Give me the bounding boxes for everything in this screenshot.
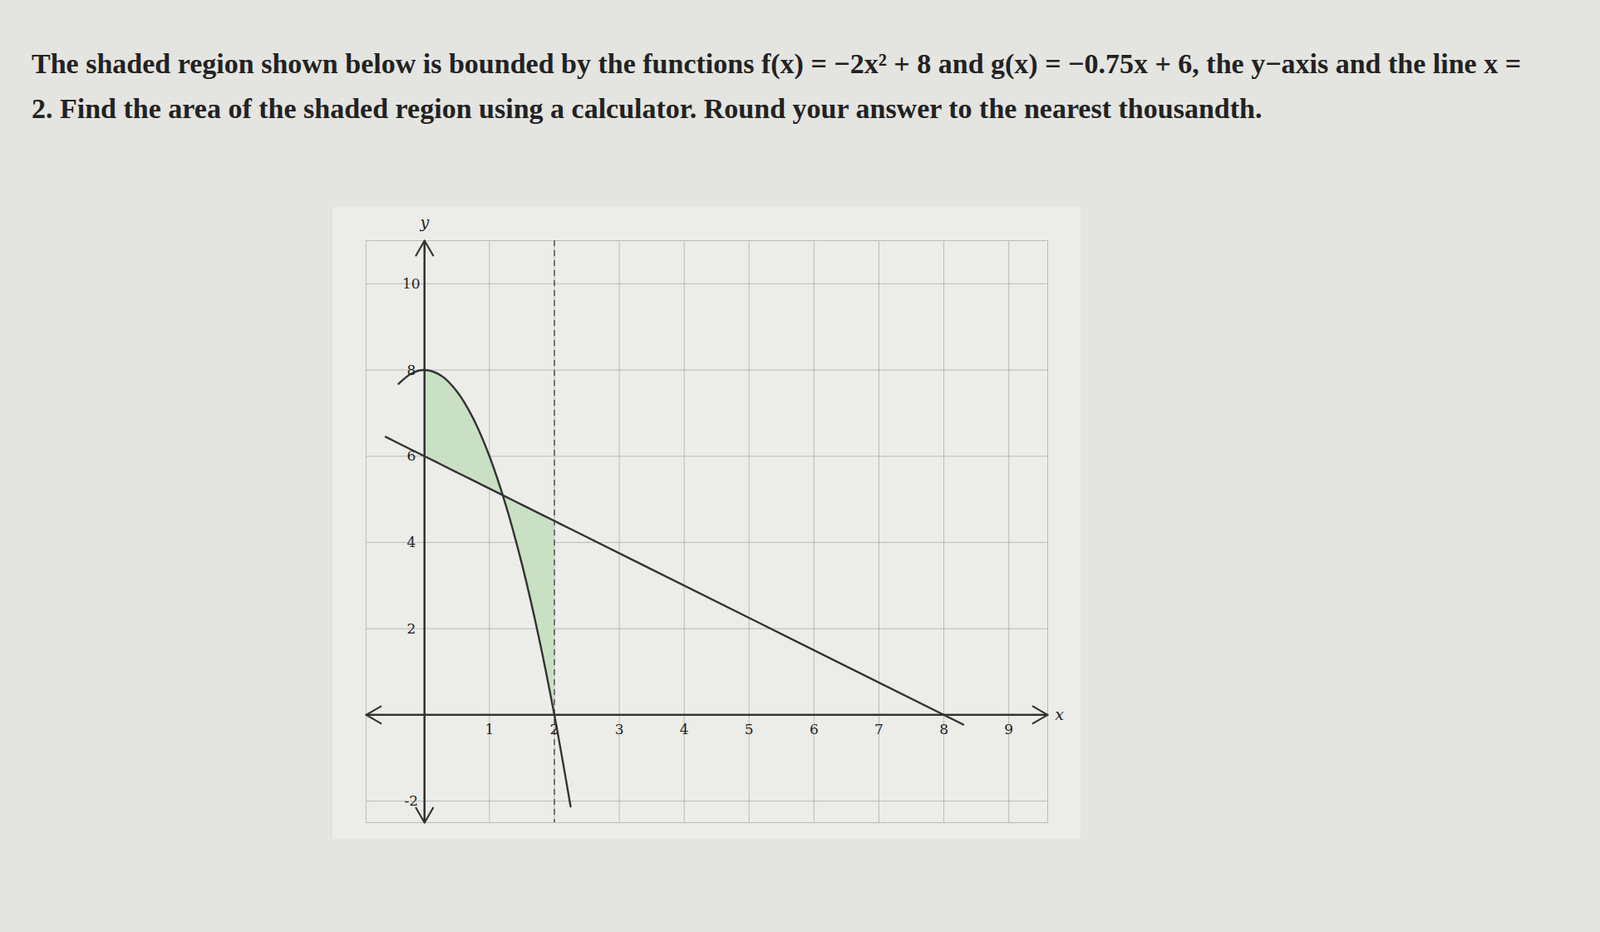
svg-text:y: y xyxy=(418,211,429,231)
svg-text:9: 9 xyxy=(1004,720,1014,738)
svg-text:8: 8 xyxy=(939,720,949,738)
svg-text:6: 6 xyxy=(406,447,416,464)
svg-text:8: 8 xyxy=(406,360,416,378)
svg-text:x: x xyxy=(1054,704,1064,724)
svg-text:5: 5 xyxy=(744,720,754,738)
svg-text:2: 2 xyxy=(406,619,416,636)
svg-text:2: 2 xyxy=(550,720,560,738)
svg-text:10: 10 xyxy=(402,275,421,292)
svg-text:6: 6 xyxy=(809,720,819,738)
html-text:The shaded region shown below: The shaded region shown below is bounded… xyxy=(31,48,1522,125)
svg-text:3: 3 xyxy=(615,720,625,738)
svg-text:4: 4 xyxy=(679,720,690,738)
svg-text:-2: -2 xyxy=(404,792,419,809)
svg-text:4: 4 xyxy=(406,533,416,551)
svg-text:1: 1 xyxy=(484,720,494,738)
svg-text:7: 7 xyxy=(874,720,884,738)
